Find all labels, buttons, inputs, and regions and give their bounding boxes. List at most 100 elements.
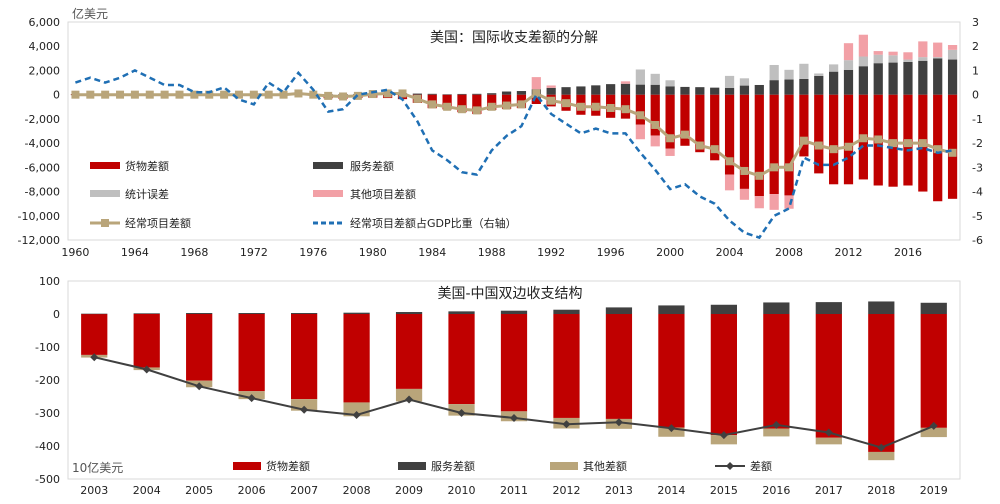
marker-current-account <box>234 90 243 99</box>
bottom-x-tick-label: 2011 <box>500 484 528 497</box>
marker-b-net <box>562 420 571 429</box>
top-x-tick-label: 1980 <box>359 246 387 259</box>
bar-services <box>606 84 616 95</box>
top-x-tick-label: 1972 <box>240 246 268 259</box>
bar-services <box>888 62 898 95</box>
bar-b-goods <box>291 314 318 400</box>
marker-current-account <box>636 111 645 120</box>
bar-services <box>516 91 527 95</box>
bar-errors <box>739 78 750 86</box>
bar-services <box>620 83 631 95</box>
bottom-x-tick-label: 2004 <box>133 484 161 497</box>
marker-b-net <box>300 405 309 414</box>
top-x-tick-label: 2012 <box>835 246 863 259</box>
bar-b-goods <box>553 314 580 418</box>
top-x-tick-label: 2004 <box>716 246 744 259</box>
bottom-x-tick-label: 2016 <box>762 484 790 497</box>
bottom-y-tick-label: -400 <box>35 440 60 453</box>
bottom-y-unit: 10亿美元 <box>72 460 123 475</box>
bar-b-goods <box>815 314 842 438</box>
bottom-legend: 货物差额 服务差额 其他差额 差额 <box>233 459 772 473</box>
bottom-x-tick-label: 2010 <box>448 484 476 497</box>
marker-b-net <box>877 443 886 452</box>
top-y2-tick-label: -1 <box>972 113 983 126</box>
bar-goods <box>531 94 541 104</box>
marker-current-account <box>918 139 927 148</box>
bar-services <box>665 86 675 95</box>
top-y-tick-label: -6,000 <box>25 161 60 174</box>
marker-current-account <box>725 157 734 166</box>
top-x-tick-label: 2016 <box>894 246 922 259</box>
bar-other <box>531 77 541 90</box>
top-y2-tick-label: -5 <box>972 210 983 223</box>
bar-other <box>665 148 675 156</box>
bar-goods <box>769 94 779 195</box>
bottom-y-tick-label: -200 <box>35 374 60 387</box>
marker-current-account <box>294 89 303 98</box>
bar-b-services <box>605 307 633 314</box>
top-y2-tick-label: 1 <box>972 64 979 77</box>
top-x-tick-label: 2008 <box>775 246 803 259</box>
marker-b-net <box>929 421 938 430</box>
bar-services <box>427 93 437 95</box>
bar-b-services <box>553 309 580 314</box>
top-x-tick-label: 2000 <box>656 246 684 259</box>
marker-current-account <box>86 90 95 99</box>
legend-swatch-services <box>313 162 343 169</box>
bar-other <box>947 45 958 50</box>
bar-errors <box>843 60 854 70</box>
bottom-x-tick-label: 2012 <box>552 484 580 497</box>
bottom-y-tick-label: -500 <box>35 473 60 486</box>
legend-swatch-b-goods <box>233 462 261 470</box>
marker-b-net <box>457 409 466 417</box>
top-y2-tick-label: 3 <box>972 16 979 29</box>
bar-errors <box>888 55 898 63</box>
bar-errors <box>918 57 928 61</box>
legend-other: 其他项目差额 <box>350 187 416 201</box>
marker-current-account <box>517 100 526 109</box>
legend-b-services: 服务差额 <box>431 459 475 473</box>
bottom-x-tick-label: 2005 <box>185 484 213 497</box>
marker-current-account <box>680 130 689 139</box>
bottom-x-tick-label: 2019 <box>920 484 948 497</box>
bar-services <box>442 94 452 95</box>
marker-current-account <box>859 134 868 143</box>
marker-current-account <box>443 102 452 111</box>
legend-gdp: 经常项目差额占GDP比重（右轴） <box>350 216 517 230</box>
top-x-tick-label: 1992 <box>537 246 565 259</box>
marker-current-account <box>576 102 585 111</box>
bar-b-other <box>868 451 895 461</box>
marker-current-account <box>785 163 794 172</box>
bar-errors <box>635 69 645 85</box>
bar-errors <box>903 59 913 62</box>
bar-services <box>799 78 809 95</box>
marker-current-account <box>606 103 615 112</box>
bar-services <box>903 61 913 95</box>
marker-current-account <box>457 105 466 114</box>
top-chart-title: 美国：国际收支差额的分解 <box>430 30 598 46</box>
bar-goods <box>472 94 482 115</box>
legend-swatch-other <box>313 190 343 197</box>
line-gdp-ratio <box>75 69 953 240</box>
marker-current-account <box>324 91 333 100</box>
top-y2-tick-label: -4 <box>972 186 983 199</box>
bar-services <box>947 59 958 95</box>
bar-b-goods <box>868 314 895 452</box>
marker-b-net <box>405 395 414 404</box>
bar-errors <box>829 64 839 72</box>
bar-goods <box>754 94 764 197</box>
bar-goods <box>724 94 735 175</box>
bar-other <box>650 135 660 147</box>
legend-swatch-b-services <box>398 462 426 470</box>
bar-b-services <box>920 302 947 314</box>
bar-b-services <box>186 313 213 314</box>
marker-current-account <box>160 90 169 99</box>
bar-services <box>487 93 497 95</box>
marker-current-account <box>889 139 898 148</box>
bar-b-services <box>291 313 318 314</box>
bar-goods <box>843 94 854 185</box>
bar-goods <box>695 94 705 153</box>
marker-current-account <box>249 90 258 99</box>
bar-goods <box>487 94 497 111</box>
bottom-x-tick-label: 2013 <box>605 484 633 497</box>
